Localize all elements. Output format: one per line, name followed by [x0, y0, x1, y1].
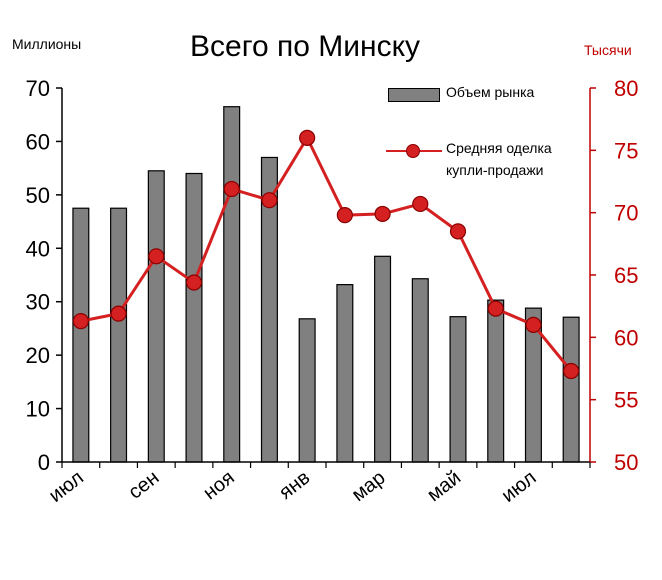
left-tick-label: 20	[26, 343, 50, 368]
line-point	[336, 207, 353, 224]
line-point	[72, 313, 89, 330]
left-tick-label: 40	[26, 236, 50, 261]
line-point	[487, 300, 504, 317]
bar	[147, 170, 165, 463]
right-tick-label: 80	[614, 76, 638, 101]
legend-label-average-deal-line2: купли-продажи	[446, 162, 544, 178]
legend-label-average-deal-line1: Средняя оделка	[446, 140, 552, 156]
line-point	[412, 195, 429, 213]
line-point	[525, 316, 542, 333]
bar	[185, 172, 203, 463]
bar	[374, 255, 392, 463]
x-tick-label: май	[423, 467, 465, 507]
left-tick-label: 60	[26, 129, 50, 154]
left-axis-label: Миллионы	[12, 36, 82, 52]
right-tick-label: 60	[614, 325, 638, 350]
bar	[411, 278, 429, 463]
legend-bar-swatch	[388, 88, 440, 102]
line-point	[223, 180, 240, 198]
line-point	[261, 192, 278, 209]
x-tick-label: июл	[497, 467, 540, 507]
left-tick-label: 70	[26, 76, 50, 101]
left-tick-label: 10	[26, 397, 50, 422]
left-tick-label: 50	[26, 183, 50, 208]
x-tick-label: сен	[124, 467, 163, 504]
bar	[562, 316, 580, 463]
line-point	[110, 305, 127, 322]
legend-dot-swatch	[406, 144, 420, 158]
line-point	[374, 205, 391, 223]
right-tick-label: 55	[614, 388, 638, 413]
right-axis-label: Тысячи	[584, 42, 632, 58]
line-point	[563, 362, 580, 380]
line-point	[299, 129, 316, 146]
x-tick-label: ноя	[199, 467, 239, 505]
bar	[72, 207, 90, 463]
bar	[449, 316, 467, 463]
bar	[110, 207, 128, 463]
bar	[298, 318, 316, 463]
bar	[487, 299, 505, 463]
line-point	[185, 274, 203, 291]
left-tick-label: 30	[26, 290, 50, 315]
bar	[336, 284, 354, 463]
bar	[223, 106, 241, 463]
x-tick-label: мар	[348, 467, 390, 507]
chart-title: Всего по Минску	[190, 30, 421, 63]
legend-label-market-volume: Объем рынка	[446, 84, 535, 100]
right-tick-label: 70	[614, 201, 638, 226]
right-tick-label: 65	[614, 263, 638, 288]
x-tick-label: июл	[45, 467, 88, 507]
right-tick-label: 75	[614, 138, 638, 163]
line-point	[449, 223, 467, 240]
right-tick-label: 50	[614, 450, 638, 475]
line-point	[148, 248, 165, 265]
x-tick-label: янв	[275, 467, 314, 504]
left-tick-label: 0	[38, 450, 50, 475]
